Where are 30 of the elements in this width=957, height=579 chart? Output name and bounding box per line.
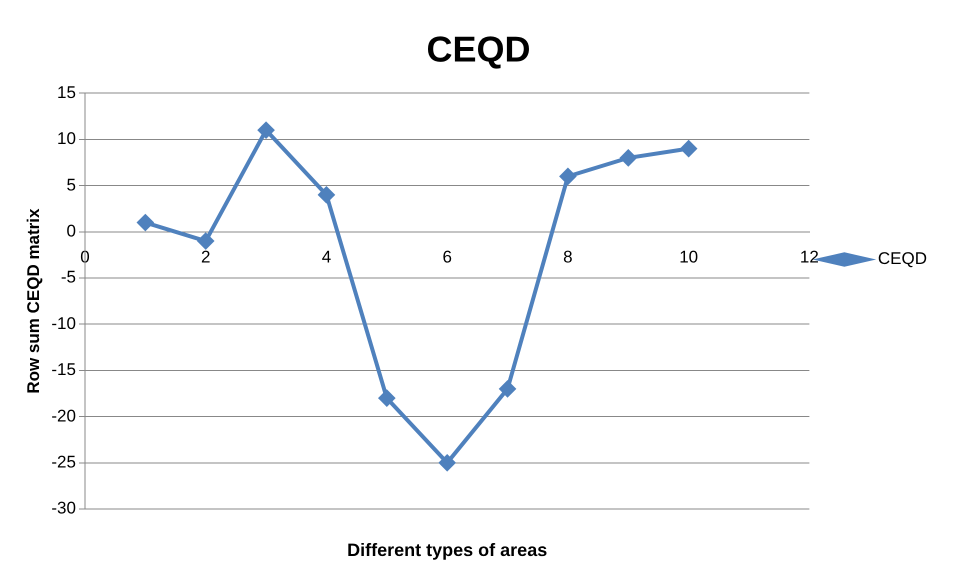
y-tick-label: -30 xyxy=(51,498,76,518)
x-tick-label: 12 xyxy=(800,248,819,267)
y-axis-title: Row sum CEQD matrix xyxy=(24,208,43,394)
point xyxy=(318,186,334,203)
y-tick-label: -10 xyxy=(51,314,76,333)
y-tick-label: -25 xyxy=(51,452,76,472)
x-tick-label: 2 xyxy=(200,248,210,267)
point xyxy=(560,168,576,184)
x-tick-label: 8 xyxy=(563,248,573,267)
y-tick-label: -20 xyxy=(51,406,76,426)
x-tick-label: 6 xyxy=(442,248,452,267)
y-tick-label: -5 xyxy=(60,268,76,287)
y-tick-label: 0 xyxy=(66,221,76,240)
legend-label: CEQD xyxy=(878,249,928,268)
point xyxy=(439,454,456,471)
y-tick-label: 5 xyxy=(66,175,76,194)
y-tick-label: -15 xyxy=(51,360,76,380)
y-tick-label: 10 xyxy=(57,129,76,148)
point xyxy=(137,214,154,231)
point xyxy=(620,150,636,166)
point xyxy=(680,140,697,157)
x-tick-label: 10 xyxy=(679,248,698,267)
x-tick-label: 4 xyxy=(322,248,332,267)
point xyxy=(258,122,274,138)
point xyxy=(378,390,395,406)
x-axis-title: Different types of areas xyxy=(347,540,548,560)
point xyxy=(500,380,516,397)
chart-title: CEQD xyxy=(426,28,531,70)
point xyxy=(198,233,214,250)
y-tick-label: 15 xyxy=(57,82,76,102)
